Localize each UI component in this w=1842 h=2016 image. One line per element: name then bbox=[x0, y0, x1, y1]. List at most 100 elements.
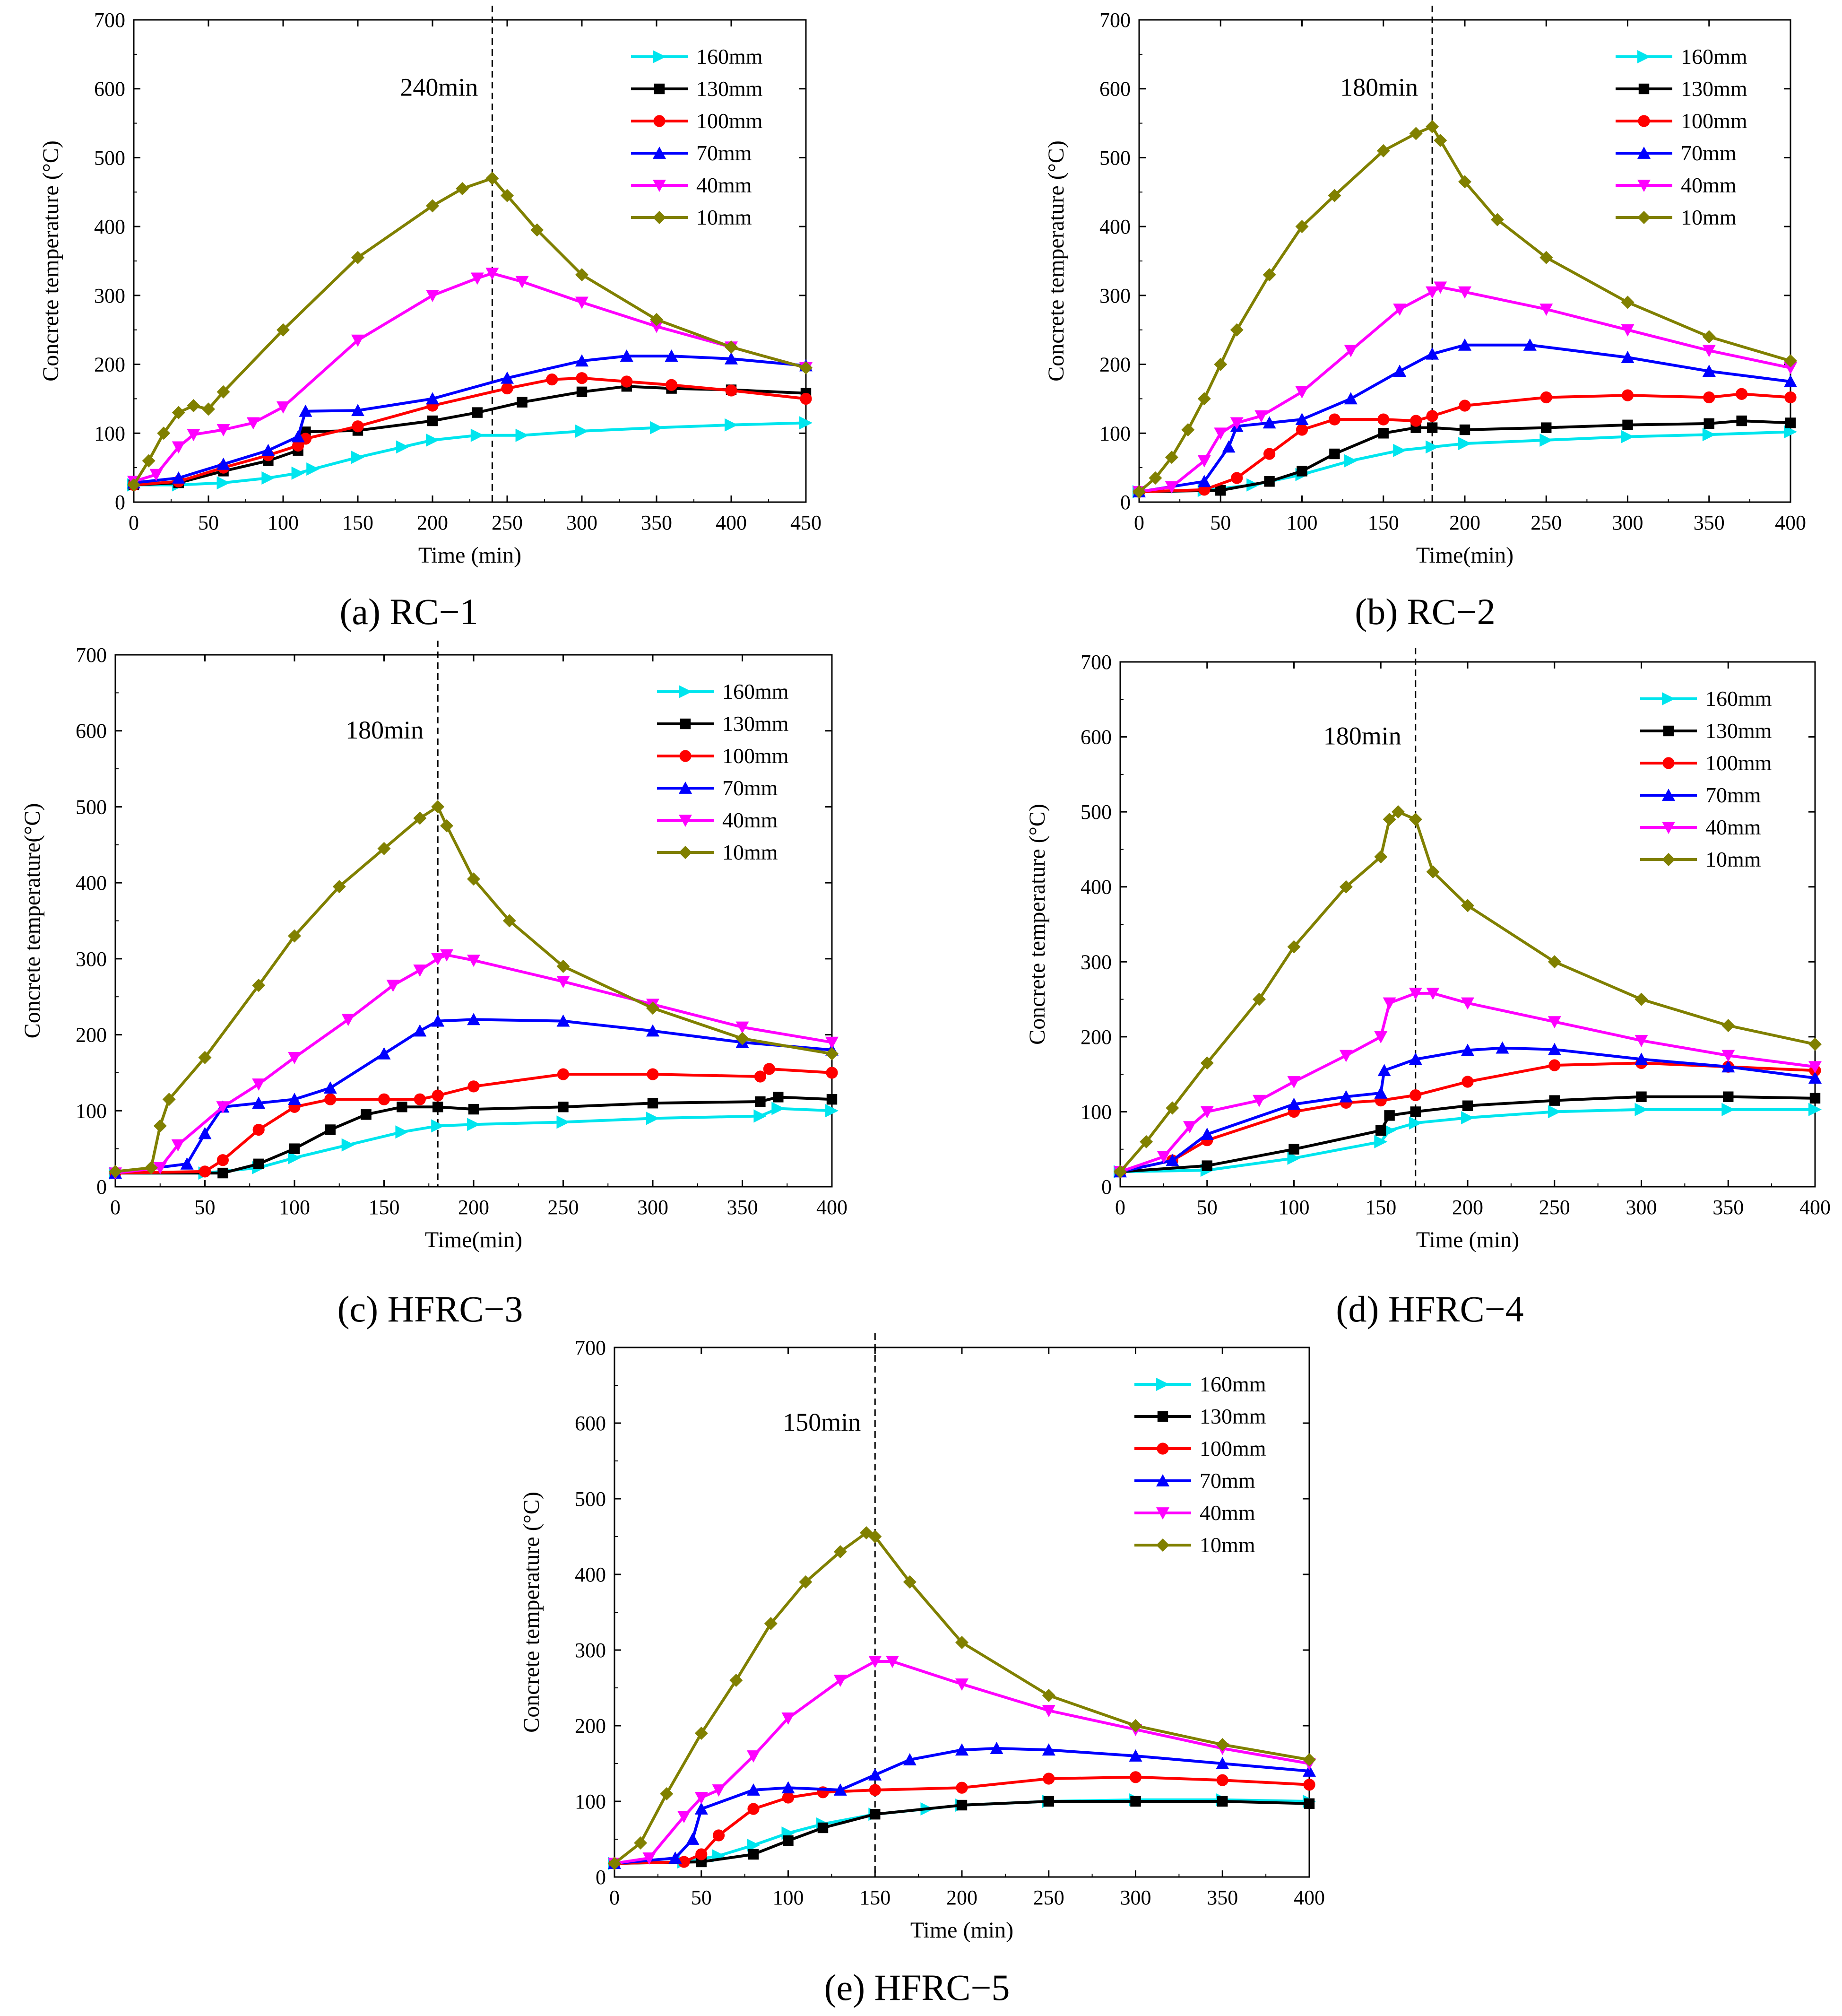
data-point bbox=[485, 268, 499, 280]
data-point bbox=[1461, 1111, 1474, 1125]
data-point bbox=[647, 1068, 659, 1080]
data-point bbox=[1539, 433, 1553, 447]
data-point bbox=[1409, 127, 1423, 140]
legend-label: 130mm bbox=[696, 77, 763, 101]
x-axis-title: Time (min) bbox=[418, 543, 521, 568]
data-point bbox=[1129, 1719, 1142, 1732]
data-point bbox=[413, 1024, 427, 1037]
data-point bbox=[771, 1102, 785, 1115]
data-point bbox=[1183, 1121, 1196, 1134]
x-tick-label: 0 bbox=[609, 1886, 620, 1909]
y-tick-label: 400 bbox=[1099, 215, 1131, 238]
data-point bbox=[351, 251, 364, 264]
x-tick-label: 350 bbox=[641, 511, 672, 534]
data-point bbox=[142, 454, 156, 468]
data-point bbox=[202, 402, 215, 416]
data-point bbox=[386, 980, 400, 992]
x-tick-label: 400 bbox=[816, 1196, 847, 1219]
legend-swatch-marker bbox=[680, 718, 691, 730]
y-tick-label: 100 bbox=[575, 1790, 606, 1813]
data-point bbox=[485, 172, 499, 185]
series-line bbox=[115, 1095, 832, 1175]
series-70mm bbox=[1114, 1041, 1822, 1178]
data-point bbox=[557, 1068, 570, 1080]
data-point bbox=[1458, 286, 1471, 299]
x-axis-title: Time(min) bbox=[425, 1227, 522, 1252]
legend-swatch-marker bbox=[1157, 1442, 1169, 1455]
data-point bbox=[747, 1750, 760, 1763]
data-point bbox=[361, 1109, 372, 1120]
data-point bbox=[397, 1102, 407, 1112]
data-point bbox=[1621, 324, 1634, 337]
data-point bbox=[1785, 417, 1796, 428]
data-point bbox=[288, 1051, 301, 1064]
data-point bbox=[1374, 1031, 1388, 1043]
data-point bbox=[426, 199, 439, 213]
legend-entry-100mm: 100mm bbox=[1640, 751, 1772, 775]
data-point bbox=[783, 1835, 794, 1846]
legend-label: 160mm bbox=[1681, 44, 1747, 69]
data-point bbox=[1374, 850, 1388, 864]
legend-entry-70mm: 70mm bbox=[657, 776, 778, 800]
data-point bbox=[341, 1014, 355, 1026]
data-point bbox=[1548, 955, 1561, 969]
y-tick-label: 100 bbox=[1099, 422, 1131, 445]
data-point bbox=[198, 1127, 212, 1139]
y-axis-title: Concrete temperature (°C) bbox=[1025, 804, 1050, 1045]
data-point bbox=[725, 384, 737, 397]
legend-label: 100mm bbox=[696, 109, 763, 133]
data-point bbox=[1393, 365, 1407, 377]
data-point bbox=[377, 1047, 391, 1060]
legend-entry-130mm: 130mm bbox=[1134, 1404, 1266, 1428]
legend-label: 40mm bbox=[696, 173, 752, 197]
y-tick-label: 100 bbox=[1081, 1100, 1112, 1123]
legend-entry-160mm: 160mm bbox=[657, 679, 789, 704]
x-tick-label: 0 bbox=[110, 1196, 121, 1219]
x-axis-title: Time(min) bbox=[1416, 543, 1513, 568]
series-line bbox=[1120, 991, 1816, 1173]
series-130mm bbox=[1115, 1091, 1821, 1177]
data-point bbox=[1409, 988, 1422, 1000]
data-point bbox=[1523, 338, 1537, 351]
data-point bbox=[1230, 417, 1244, 430]
data-point bbox=[754, 1070, 766, 1083]
x-tick-label: 100 bbox=[773, 1886, 804, 1909]
legend-label: 100mm bbox=[1705, 751, 1772, 775]
heating-duration-annotation: 180min bbox=[1323, 721, 1401, 750]
legend-swatch-marker bbox=[1637, 180, 1651, 192]
data-point bbox=[470, 272, 484, 285]
data-point bbox=[1409, 1116, 1422, 1130]
data-point bbox=[1375, 1125, 1386, 1136]
data-point bbox=[1459, 424, 1470, 435]
data-point bbox=[323, 1081, 337, 1094]
data-point bbox=[1287, 1076, 1301, 1088]
chart-hfrc-3: 0 50 100 150 200 250 300 350 400 0 100 200 300 400 500… bbox=[20, 641, 847, 1252]
data-point bbox=[725, 352, 738, 365]
data-point bbox=[187, 399, 200, 412]
data-point bbox=[1426, 410, 1438, 422]
x-tick-label: 150 bbox=[1368, 511, 1399, 534]
series-70mm bbox=[127, 349, 813, 489]
legend-swatch-marker bbox=[653, 115, 666, 127]
data-point bbox=[431, 1014, 445, 1027]
data-point bbox=[1702, 330, 1716, 344]
data-point bbox=[352, 420, 364, 433]
series-100mm bbox=[109, 1063, 838, 1179]
data-point bbox=[413, 965, 427, 977]
data-point bbox=[351, 334, 364, 347]
data-point bbox=[378, 1093, 390, 1105]
legend-swatch-marker bbox=[653, 211, 666, 224]
data-point bbox=[1426, 286, 1439, 299]
y-tick-label: 700 bbox=[76, 643, 107, 667]
data-point bbox=[252, 1096, 266, 1109]
legend-swatch-marker bbox=[1637, 211, 1651, 224]
data-point bbox=[868, 1530, 882, 1543]
data-point bbox=[1287, 1151, 1301, 1165]
data-point bbox=[180, 1157, 194, 1170]
data-point bbox=[817, 1822, 829, 1834]
series-40mm bbox=[1114, 988, 1822, 1179]
data-point bbox=[556, 1115, 570, 1129]
data-point bbox=[427, 415, 438, 426]
data-point bbox=[413, 811, 427, 825]
data-point bbox=[956, 1781, 968, 1794]
